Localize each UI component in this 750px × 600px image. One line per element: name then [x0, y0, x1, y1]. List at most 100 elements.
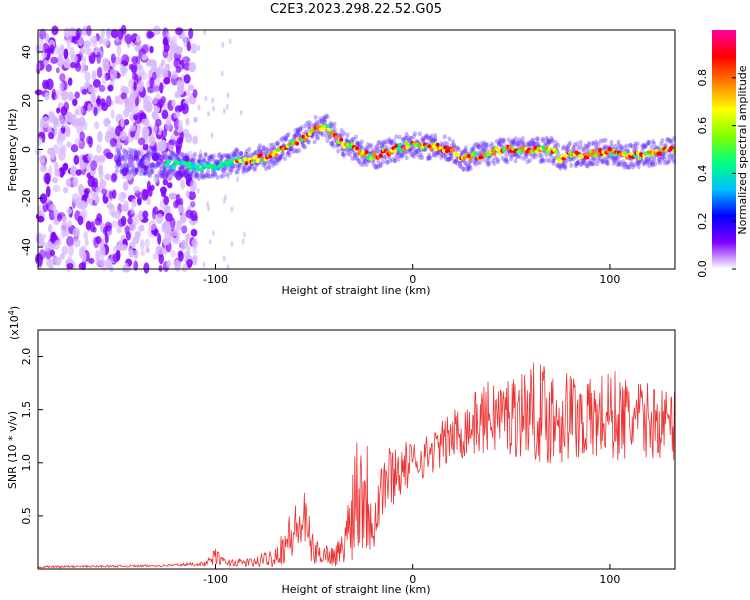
- ridge-halo: [478, 148, 483, 154]
- ridge-halo: [159, 173, 164, 179]
- noise-blob: [120, 118, 125, 128]
- ridge-halo: [207, 155, 212, 161]
- ridge-point: [468, 156, 473, 161]
- noise-blob: [37, 215, 45, 223]
- ridge-halo: [666, 136, 671, 142]
- ridge-halo: [280, 150, 285, 156]
- noise-blob: [61, 245, 69, 256]
- noise-blob: [149, 45, 154, 54]
- ridge-halo: [263, 147, 268, 153]
- ridge-halo: [229, 167, 234, 173]
- ridge-halo: [179, 163, 184, 169]
- ridge-halo: [357, 159, 362, 165]
- ridge-point: [590, 152, 595, 157]
- ridge-halo: [284, 135, 289, 141]
- ridge-halo: [158, 171, 163, 177]
- noise-blob: [74, 137, 82, 146]
- noise-blob: [225, 103, 229, 110]
- ridge-halo: [614, 155, 619, 161]
- ridge-halo: [161, 151, 166, 157]
- ridge-halo: [666, 154, 671, 160]
- noise-blob: [191, 154, 197, 164]
- ridge-halo: [471, 146, 476, 152]
- noise-blob: [141, 188, 149, 201]
- ridge-halo: [265, 146, 270, 152]
- noise-blob: [177, 105, 183, 112]
- noise-blob: [51, 88, 56, 99]
- ridge-halo: [401, 137, 406, 143]
- noise-blob: [71, 193, 80, 204]
- noise-blob: [152, 96, 159, 105]
- ridge-halo: [581, 158, 586, 164]
- ridge-halo: [578, 139, 583, 145]
- ridge-halo: [182, 152, 187, 158]
- ridge-halo: [628, 143, 633, 149]
- ridge-halo: [222, 168, 227, 174]
- noise-blob: [174, 259, 182, 272]
- ridge-halo: [635, 159, 640, 165]
- noise-blob: [161, 168, 168, 181]
- ridge-halo: [179, 171, 184, 177]
- ridge-halo: [644, 160, 649, 166]
- colorbar-tick-label: 0.6: [696, 117, 709, 135]
- noise-blob: [42, 42, 49, 54]
- ridge-point: [167, 159, 172, 164]
- ridge-halo: [653, 161, 658, 167]
- noise-blob: [130, 206, 135, 215]
- ridge-halo: [303, 123, 308, 129]
- noise-blob: [54, 256, 62, 266]
- colorbar-tick-label: 0.8: [696, 69, 709, 87]
- ridge-halo: [232, 151, 237, 157]
- ridge-halo: [196, 175, 201, 181]
- ridge-halo: [150, 169, 155, 175]
- ridge-point: [318, 127, 323, 132]
- ridge-halo: [482, 146, 487, 152]
- ridge-halo: [268, 142, 273, 148]
- ridge-point: [648, 153, 653, 158]
- ridge-halo: [246, 166, 251, 172]
- ridge-halo: [219, 174, 224, 180]
- ridge-halo: [298, 126, 303, 132]
- ridge-halo: [152, 155, 157, 161]
- ridge-halo: [161, 172, 166, 178]
- noise-blob: [88, 257, 95, 264]
- noise-blob: [161, 109, 169, 120]
- spectrogram-y-axis-label: Frequency (Hz): [6, 109, 19, 192]
- ridge-halo: [432, 137, 437, 143]
- ridge-halo: [575, 160, 580, 166]
- ridge-halo: [611, 160, 616, 166]
- ridge-point: [533, 145, 538, 150]
- ridge-halo: [129, 153, 134, 159]
- ridge-halo: [400, 152, 405, 158]
- ridge-halo: [163, 153, 168, 159]
- noise-blob: [43, 59, 49, 66]
- noise-blob: [178, 165, 186, 178]
- ridge-halo: [463, 161, 468, 167]
- ridge-halo: [520, 141, 525, 147]
- ridge-halo: [208, 154, 213, 160]
- ridge-halo: [546, 139, 551, 145]
- ridge-halo: [330, 140, 335, 146]
- ridge-halo: [346, 147, 351, 153]
- ridge-halo: [650, 162, 655, 168]
- ridge-halo: [443, 153, 448, 159]
- ridge-point: [184, 161, 189, 166]
- ridge-halo: [258, 143, 263, 149]
- ridge-halo: [269, 157, 274, 163]
- noise-blob: [185, 209, 194, 219]
- noise-blob: [223, 194, 227, 201]
- ridge-halo: [301, 144, 306, 150]
- ridge-halo: [272, 160, 277, 166]
- ridge-halo: [359, 144, 364, 150]
- ridge-halo: [481, 140, 486, 146]
- ridge-halo: [266, 148, 271, 154]
- ridge-halo: [209, 154, 214, 160]
- ridge-halo: [148, 172, 153, 178]
- ridge-halo: [131, 162, 136, 168]
- ridge-halo: [439, 141, 444, 147]
- ridge-halo: [381, 139, 386, 145]
- ridge-halo: [170, 156, 175, 162]
- ridge-halo: [508, 140, 513, 146]
- noise-blob: [168, 139, 177, 146]
- ridge-point: [601, 149, 606, 154]
